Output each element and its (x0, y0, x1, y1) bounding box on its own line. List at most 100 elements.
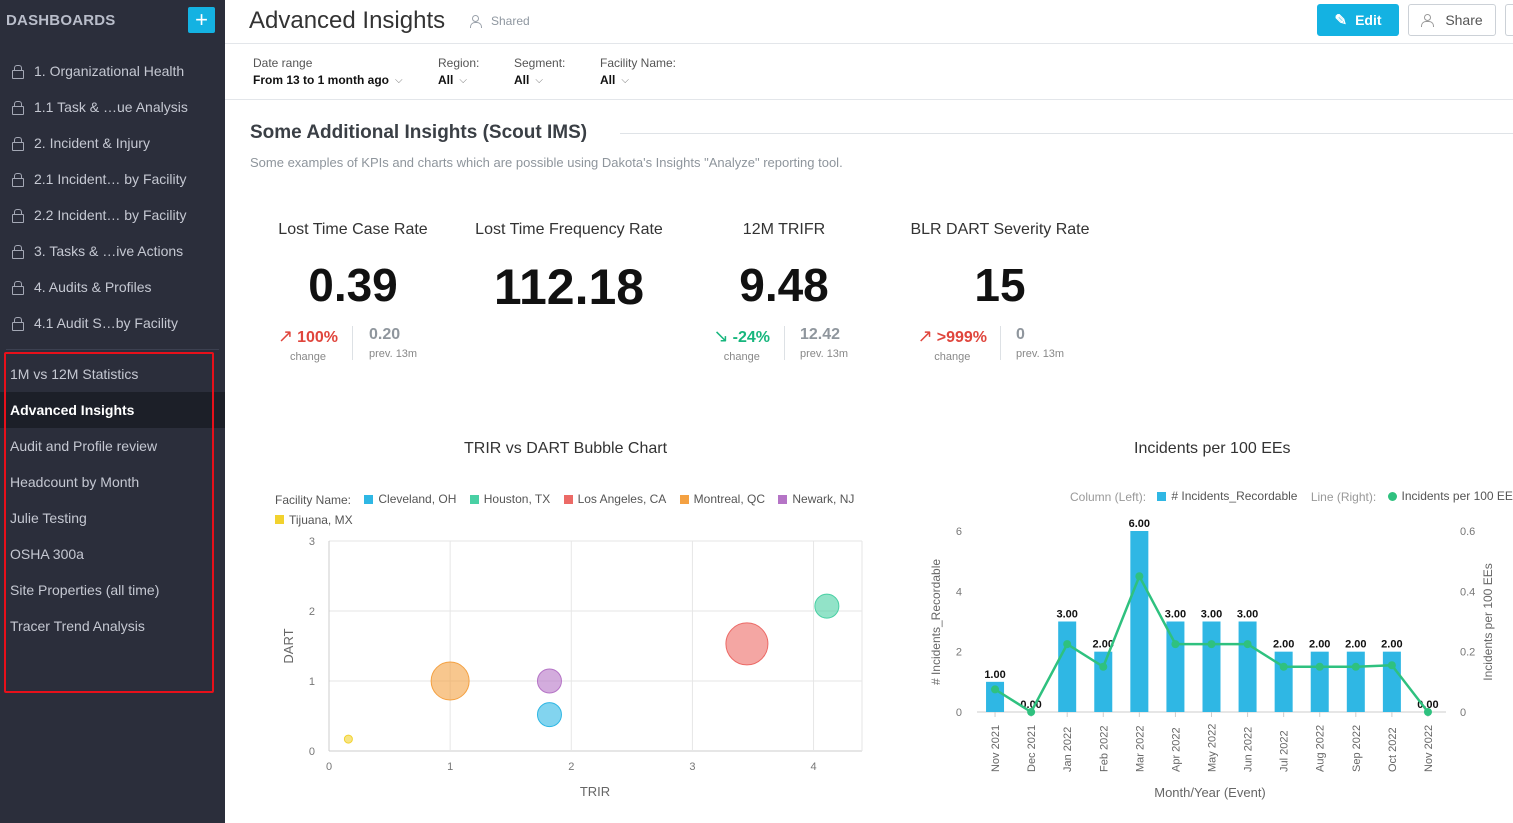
legend-item-los-angeles[interactable]: Los Angeles, CA (563, 489, 666, 509)
y-tick-label: 3 (309, 536, 315, 548)
lock-icon (12, 65, 24, 79)
edit-label: Edit (1355, 12, 1382, 28)
legend-item-tijuana[interactable]: Tijuana, MX (275, 510, 353, 530)
add-dashboard-button[interactable]: + (188, 7, 215, 33)
line-point[interactable] (1099, 662, 1108, 671)
sidebar-item-1m-vs-12m[interactable]: 1M vs 12M Statistics (10, 366, 139, 382)
sidebar-item-incident-injury[interactable]: 2. Incident & Injury (0, 125, 225, 161)
combo-chart: 0 2 4 6 0 0.2 0.4 0.6 1.00 Nov 2021 0.00 Dec 2021 3.… (929, 518, 1495, 800)
line-point[interactable] (1135, 572, 1144, 581)
line-point[interactable] (1027, 708, 1036, 716)
sidebar-item-audit-by-facility[interactable]: 4.1 Audit S…by Facility (0, 305, 225, 341)
y-left-axis-label: # Incidents_Recordable (929, 559, 943, 685)
share-button[interactable]: Share (1408, 4, 1496, 36)
edit-button[interactable]: ✎ Edit (1317, 4, 1399, 36)
sidebar-item-label: 4. Audits & Profiles (34, 279, 152, 295)
kpi-lost-time-frequency-rate[interactable]: Lost Time Frequency Rate 112.18 (469, 208, 669, 315)
x-axis-label: Month/Year (Event) (1154, 785, 1266, 800)
line-point[interactable] (1171, 640, 1180, 649)
y-right-tick-label: 0.4 (1460, 586, 1475, 598)
bubble-houston-tx[interactable] (814, 593, 840, 619)
line-point[interactable] (1423, 708, 1432, 716)
sidebar-item-audits-profiles[interactable]: 4. Audits & Profiles (0, 269, 225, 305)
kpi-change-label: change (289, 351, 327, 363)
bar[interactable] (1382, 651, 1401, 712)
x-tick-label: 4 (810, 761, 816, 773)
line-point[interactable] (1207, 640, 1216, 649)
kpi-value: 9.48 (739, 259, 829, 311)
kpi-change-label: change (934, 351, 971, 363)
legend-item-cleveland[interactable]: Cleveland, OH (364, 489, 456, 509)
kpi-separator (352, 326, 353, 360)
line-point[interactable] (1315, 662, 1324, 671)
bar[interactable] (1310, 651, 1329, 712)
bar[interactable] (1166, 621, 1185, 713)
kpi-12m-trifr[interactable]: 12M TRIFR 9.48 ↘ -24% change 12.42 prev. … (684, 208, 884, 366)
y-right-tick-label: 0.2 (1460, 647, 1475, 659)
date-range-filter[interactable]: Date range From 13 to 1 month ago ⌵ (253, 56, 403, 87)
x-tick-label: May 2022 (1207, 724, 1219, 772)
bar-data-label: 2.00 (1345, 639, 1366, 651)
legend-item-incidents-recordable[interactable]: # Incidents_Recordable (1157, 489, 1297, 503)
sidebar-item-organizational-health[interactable]: 1. Organizational Health (0, 53, 225, 89)
sidebar-item-task-analysis[interactable]: 1.1 Task & …ue Analysis (0, 89, 225, 125)
sidebar-item-advanced-insights[interactable]: Advanced Insights (0, 392, 225, 428)
more-options-button[interactable] (1505, 4, 1513, 36)
sidebar-item-headcount-by-month[interactable]: Headcount by Month (10, 474, 140, 490)
line-point[interactable] (1279, 662, 1288, 671)
bar[interactable] (1094, 651, 1113, 712)
bubble-tijuana-mx[interactable] (343, 734, 353, 744)
segment-filter[interactable]: Segment: All ⌵ (514, 56, 565, 87)
bar[interactable] (1346, 651, 1365, 712)
arrow-up-icon: ↗ (277, 326, 294, 346)
x-tick-label: Jul 2022 (1279, 730, 1291, 772)
kpi-lost-time-case-rate[interactable]: Lost Time Case Rate 0.39 ↗ 100% change 0.… (253, 208, 453, 366)
legend-label: Newark, NJ (792, 492, 855, 506)
line-point[interactable] (1351, 662, 1360, 671)
kpi-value: 112.18 (493, 259, 645, 315)
sidebar-item-osha-300a[interactable]: OSHA 300a (10, 546, 84, 562)
kpi-blr-dart-severity-rate[interactable]: BLR DART Severity Rate 15 ↗ >999% change … (900, 208, 1100, 366)
bubble-los-angeles-ca[interactable] (725, 622, 769, 666)
filter-value: All (600, 73, 616, 87)
sidebar-item-audit-profile-review[interactable]: Audit and Profile review (10, 438, 158, 454)
line-point[interactable] (991, 685, 1000, 694)
sidebar-item-tasks-actions[interactable]: 3. Tasks & …ive Actions (0, 233, 225, 269)
legend-item-incidents-per-100[interactable]: Incidents per 100 EEs (1387, 489, 1513, 503)
people-icon (470, 15, 486, 28)
sidebar: DASHBOARDS + 1. Organizational Health 1.… (0, 0, 225, 823)
legend-item-houston[interactable]: Houston, TX (469, 489, 550, 509)
bar[interactable] (1130, 531, 1149, 712)
legend-label: Tijuana, MX (289, 512, 353, 527)
legend-item-newark[interactable]: Newark, NJ (778, 489, 854, 509)
legend-item-montreal[interactable]: Montreal, QC (679, 489, 765, 509)
bubble-montreal-qc[interactable] (430, 661, 470, 701)
line-point[interactable] (1387, 661, 1396, 670)
bar[interactable] (1058, 621, 1077, 713)
line-point[interactable] (1063, 640, 1072, 649)
bar[interactable] (1202, 621, 1221, 713)
x-tick-label: Oct 2022 (1387, 727, 1399, 772)
kpi-prev-label: prev. 13m (1016, 348, 1065, 360)
bar[interactable] (1238, 621, 1257, 713)
legend-swatch (778, 494, 788, 504)
sidebar-item-tracer-trend-analysis[interactable]: Tracer Trend Analysis (10, 618, 145, 634)
combo-chart-title: Incidents per 100 EEs (1134, 440, 1291, 457)
sidebar-divider (6, 349, 219, 350)
x-tick-label: Apr 2022 (1170, 727, 1182, 772)
sidebar-item-site-properties[interactable]: Site Properties (all time) (10, 582, 160, 598)
kpi-change: 100% (297, 329, 338, 346)
kpi-title: BLR DART Severity Rate (910, 220, 1090, 238)
sidebar-item-julie-testing[interactable]: Julie Testing (10, 510, 87, 526)
sidebar-item-incident-by-facility-2[interactable]: 2.2 Incident… by Facility (0, 197, 225, 233)
region-filter[interactable]: Region: All ⌵ (438, 56, 479, 87)
sidebar-item-incident-by-facility-1[interactable]: 2.1 Incident… by Facility (0, 161, 225, 197)
bubble-cleveland-oh[interactable] (536, 702, 562, 728)
bar[interactable] (1274, 651, 1293, 712)
bar[interactable] (986, 681, 1005, 712)
highlight-box (4, 352, 214, 693)
bubble-newark-nj[interactable] (536, 668, 562, 694)
line-point[interactable] (1243, 640, 1252, 649)
filter-bar: Date range From 13 to 1 month ago ⌵ Regio… (225, 45, 1513, 100)
facility-name-filter[interactable]: Facility Name: All ⌵ (600, 56, 676, 87)
